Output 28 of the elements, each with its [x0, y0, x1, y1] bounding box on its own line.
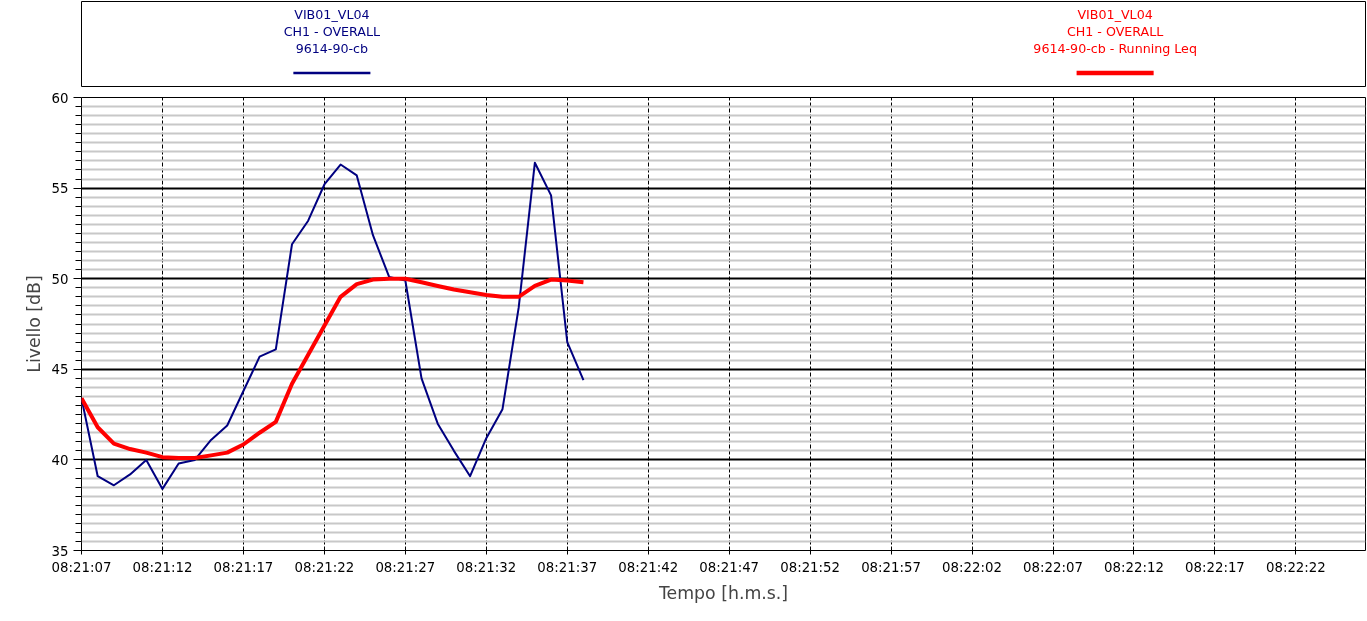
x-tick-label: 08:21:42 — [618, 559, 679, 575]
x-tick-label: 08:21:47 — [699, 559, 760, 575]
x-tick-label: 08:21:22 — [294, 559, 355, 575]
x-tick-label: 08:21:37 — [537, 559, 598, 575]
line-series — [81, 161, 585, 490]
x-tick-label: 08:21:52 — [780, 559, 841, 575]
x-tick-label: 08:22:22 — [1265, 559, 1326, 575]
text: VIB01_VL04 CH1 - OVERALL 9614-90-cb - Running Leq — [1033, 7, 1197, 57]
x-tick-label: 08:21:32 — [456, 559, 517, 575]
x-axis-title: Tempo [h.m.s.] — [657, 582, 789, 603]
x-tick-label: 08:21:57 — [861, 559, 922, 575]
y-tick-label: 50 — [51, 271, 69, 287]
y-tick-label: 45 — [51, 362, 69, 378]
line-series — [81, 276, 586, 461]
x-tick-label: 08:22:07 — [1023, 559, 1083, 575]
y-axis-title: Livello [dB] — [23, 275, 44, 373]
y-tick-label: 35 — [51, 543, 69, 559]
y-tick-label: 60 — [51, 90, 69, 106]
y-tick-label: 55 — [51, 181, 69, 197]
x-tick-label: 08:21:27 — [375, 559, 436, 575]
x-tick-label: 08:21:17 — [213, 559, 274, 575]
x-tick-label: 08:22:12 — [1104, 559, 1164, 575]
y-tick-label: 40 — [51, 452, 69, 468]
x-tick-label: 08:22:17 — [1184, 559, 1245, 575]
x-tick-label: 08:21:12 — [132, 559, 193, 575]
x-tick-label: 08:22:02 — [942, 559, 1002, 575]
x-tick-label: 08:21:07 — [51, 559, 112, 575]
text: VIB01_VL04 CH1 - OVERALL 9614-90-cb — [283, 7, 381, 57]
